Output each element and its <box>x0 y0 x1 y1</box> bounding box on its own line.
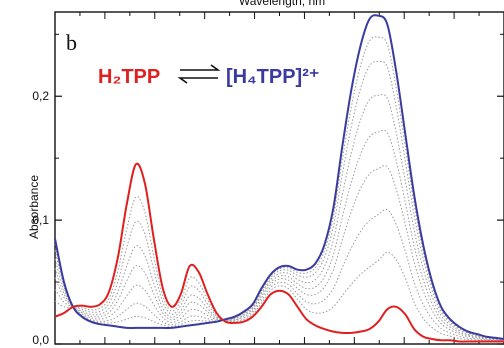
y-tick-label: 0,1 <box>32 213 49 227</box>
y-tick-label: 0,0 <box>32 333 49 347</box>
main-spectra <box>54 14 504 343</box>
h2tpp-spectrum-line <box>54 162 504 343</box>
axis-ticks <box>54 12 504 345</box>
intermediate-spectrum-2 <box>54 208 504 342</box>
intermediate-spectrum-1 <box>54 196 504 342</box>
y-tick-label: 0,2 <box>32 89 49 103</box>
h4tpp-spectrum-line <box>54 14 504 340</box>
top-axis-title: Wavelength, nm <box>239 0 325 8</box>
intermediate-spectrum-5 <box>54 93 504 341</box>
y-axis-title: Absorbance <box>27 175 41 239</box>
intermediate-spectrum-6 <box>54 60 504 340</box>
y-tick-labels: 0,0 0,1 0,2 <box>32 89 49 347</box>
intermediate-spectra <box>54 36 504 342</box>
equation-left-species: H₂TPP <box>98 66 160 88</box>
equilibrium-equation: H₂TPP [H₄TPP]²⁺ <box>98 64 319 88</box>
equilibrium-arrows-icon <box>177 64 221 84</box>
panel-label: b <box>66 30 77 55</box>
equation-right-species: [H₄TPP]²⁺ <box>226 66 319 88</box>
intermediate-spectrum-3 <box>54 165 504 341</box>
intermediate-spectrum-7 <box>54 36 504 340</box>
